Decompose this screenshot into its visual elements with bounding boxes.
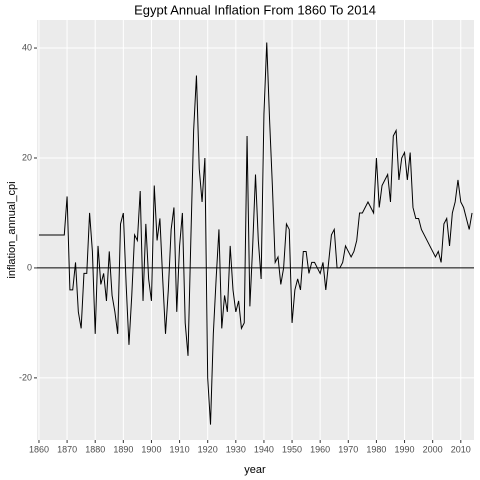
x-tick-label: 1960 [310,444,330,454]
x-tick-label: 1880 [85,444,105,454]
y-tick-label: 0 [27,262,32,272]
y-axis-label: inflation_annual_cpi [6,181,18,278]
x-tick-label: 1950 [282,444,302,454]
x-tick-label: 1860 [29,444,49,454]
x-tick-label: 1920 [198,444,218,454]
x-tick-label: 1990 [395,444,415,454]
y-tick-label: 20 [22,152,32,162]
line [38,42,473,425]
x-tick-label: 1900 [141,444,161,454]
x-tick-label: 1970 [338,444,358,454]
x-tick-label: 2010 [451,444,471,454]
x-tick-label: 1930 [226,444,246,454]
x-tick-label: 1870 [57,444,77,454]
y-tick-label: 40 [22,42,32,52]
panel [37,20,474,440]
x-tick-label: 1980 [366,444,386,454]
y-tick-label: -20 [19,372,32,382]
x-tick-label: 1940 [254,444,274,454]
x-tick-label: 1890 [113,444,133,454]
x-tick-label: 1910 [170,444,190,454]
x-axis-label: year [244,464,266,476]
x-tick-label: 2000 [423,444,443,454]
chart-title: Egypt Annual Inflation From 1860 To 2014 [134,2,376,17]
